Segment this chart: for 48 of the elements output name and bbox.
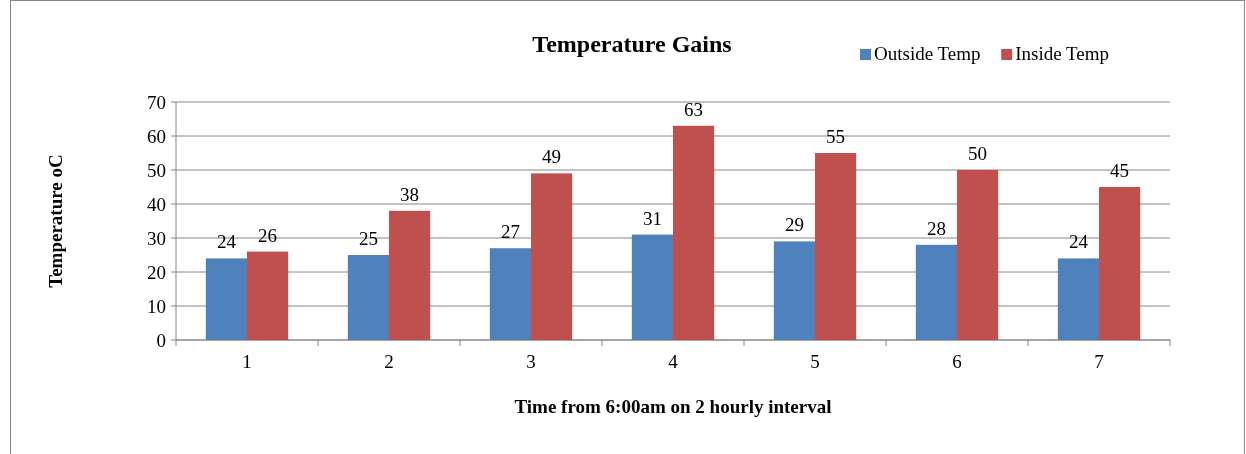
x-tick-label: 2 bbox=[384, 351, 394, 372]
chart-title: Temperature Gains bbox=[532, 31, 732, 57]
y-tick-label: 0 bbox=[156, 329, 166, 351]
y-tick-label: 20 bbox=[147, 261, 166, 283]
y-tick-label: 70 bbox=[147, 91, 166, 113]
bar bbox=[1099, 187, 1141, 340]
bar bbox=[347, 255, 389, 340]
x-tick-label: 4 bbox=[668, 351, 679, 372]
data-label: 50 bbox=[968, 143, 988, 164]
bar bbox=[957, 170, 999, 340]
y-tick-label: 50 bbox=[147, 159, 166, 181]
y-tick-label: 40 bbox=[147, 193, 166, 215]
x-tick-label: 6 bbox=[952, 351, 962, 372]
data-label: 25 bbox=[358, 228, 378, 249]
data-label: 28 bbox=[926, 217, 946, 239]
bar bbox=[631, 234, 673, 340]
data-label: 45 bbox=[1110, 160, 1130, 181]
bar bbox=[773, 241, 815, 340]
bar bbox=[205, 258, 247, 340]
y-tick-label: 10 bbox=[147, 295, 166, 317]
legend-label: Inside Temp bbox=[1015, 43, 1110, 64]
y-axis-title: Temperature oC bbox=[45, 154, 66, 288]
data-label: 29 bbox=[784, 214, 804, 236]
y-tick-label: 30 bbox=[147, 227, 166, 249]
bar bbox=[915, 244, 957, 340]
x-axis-title: Time from 6:00am on 2 hourly interval bbox=[514, 396, 832, 417]
x-tick-label: 1 bbox=[242, 351, 252, 372]
bar bbox=[673, 125, 715, 340]
data-label: 63 bbox=[684, 98, 704, 120]
data-label: 27 bbox=[500, 221, 520, 243]
legend-label: Outside Temp bbox=[874, 43, 981, 64]
x-tick-label: 7 bbox=[1094, 351, 1104, 372]
data-label: 26 bbox=[258, 224, 278, 246]
data-label: 38 bbox=[400, 183, 420, 205]
data-label: 31 bbox=[642, 207, 662, 229]
x-tick-label: 3 bbox=[526, 351, 536, 372]
bar bbox=[815, 153, 857, 340]
bar bbox=[489, 248, 531, 340]
data-label: 24 bbox=[1068, 231, 1089, 253]
x-tick-label: 5 bbox=[810, 351, 820, 372]
bar bbox=[389, 210, 431, 340]
y-tick-label: 60 bbox=[147, 125, 166, 147]
bar bbox=[531, 173, 573, 340]
data-label: 49 bbox=[542, 146, 562, 168]
data-label: 55 bbox=[826, 126, 846, 147]
data-label: 24 bbox=[216, 231, 237, 253]
bar bbox=[1057, 258, 1099, 340]
bar bbox=[247, 251, 289, 340]
